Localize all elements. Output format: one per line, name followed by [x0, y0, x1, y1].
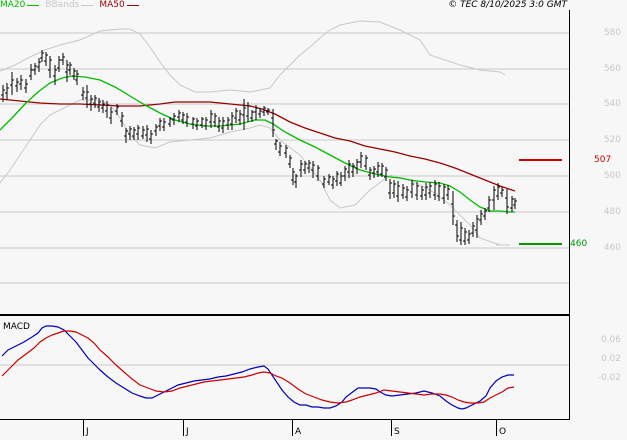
- macd-signal-line: [1, 330, 515, 404]
- x-tick-july: J: [186, 427, 189, 437]
- resistance-label: 507: [594, 155, 612, 165]
- macd-title: MACD: [3, 322, 30, 332]
- x-tick-september: S: [394, 427, 400, 437]
- x-tick-october: O: [499, 427, 507, 437]
- macd-tick-0.02: 0.02: [600, 354, 621, 364]
- price-tick-560: 560: [603, 64, 621, 74]
- price-tick-500: 500: [603, 171, 621, 181]
- macd-line: [1, 325, 514, 410]
- price-tick-480: 480: [603, 207, 621, 217]
- x-tick-june: J: [86, 427, 89, 437]
- legend-ma50: MA50: [99, 0, 139, 11]
- chart-legend: MA20 BBands MA50: [0, 0, 139, 11]
- price-tick-580: 580: [603, 28, 621, 38]
- macd-tick-0.06: 0.06: [600, 335, 621, 345]
- x-tick-august: A: [295, 427, 302, 437]
- legend-bbands: BBands: [45, 0, 94, 11]
- price-tick-520: 520: [603, 135, 621, 145]
- bollinger-bands: [0, 20, 510, 246]
- price-tick-540: 540: [603, 99, 621, 109]
- legend-ma20: MA20: [0, 0, 40, 11]
- x-axis-ticks: [83, 420, 497, 436]
- price-tick-460: 460: [603, 243, 621, 253]
- support-label: 460: [570, 239, 588, 249]
- ma20-line: [0, 75, 515, 213]
- ohlc-bars: [1, 50, 517, 245]
- macd-tick-neg-0.02: -0.02: [597, 373, 621, 383]
- copyright-timestamp: © TEC 8/10/2025 3:0 GMT: [448, 0, 567, 10]
- ma50-line: [0, 98, 516, 192]
